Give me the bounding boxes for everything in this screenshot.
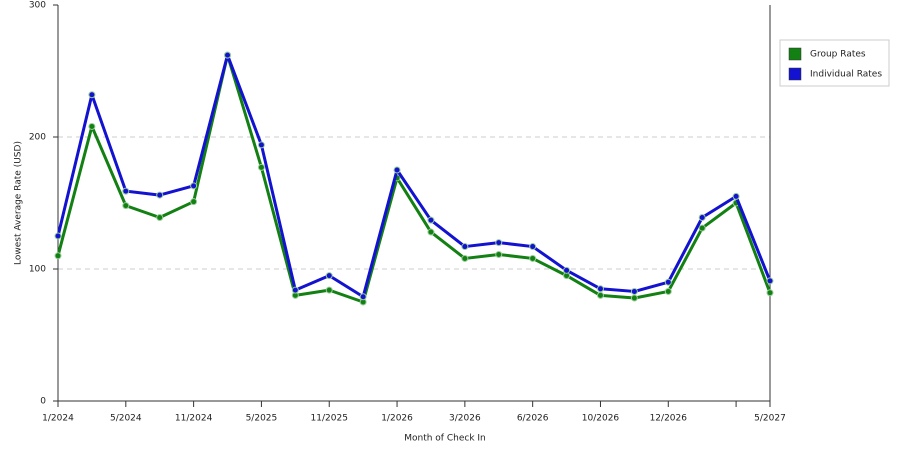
- data-point: [766, 277, 774, 285]
- x-tick-label: 10/2026: [582, 414, 620, 424]
- data-point: [325, 272, 333, 280]
- data-point: [461, 254, 469, 262]
- data-point: [529, 243, 537, 251]
- data-point: [529, 254, 537, 262]
- series-line: [56, 53, 772, 304]
- data-point: [563, 266, 571, 274]
- x-tick-label: 11/2024: [175, 414, 213, 424]
- data-point: [630, 287, 638, 295]
- legend-swatch: [788, 67, 802, 81]
- x-tick-label: 1/2024: [42, 414, 74, 424]
- data-point: [664, 287, 672, 295]
- y-tick-label: 100: [29, 265, 46, 275]
- data-point: [664, 278, 672, 286]
- x-tick-label: 6/2026: [517, 414, 549, 424]
- data-point: [122, 202, 130, 210]
- legend-label: Individual Rates: [810, 70, 882, 80]
- x-tick-label: 3/2026: [449, 414, 481, 424]
- data-point: [122, 187, 130, 195]
- data-point: [766, 289, 774, 297]
- x-tick-label: 1/2026: [381, 414, 413, 424]
- data-point: [698, 224, 706, 232]
- data-point: [596, 285, 604, 293]
- data-point: [630, 294, 638, 302]
- data-point: [393, 166, 401, 174]
- data-point: [427, 228, 435, 236]
- data-point: [88, 91, 96, 99]
- data-point: [495, 239, 503, 247]
- x-axis-label: Month of Check In: [404, 434, 486, 444]
- data-point: [596, 291, 604, 299]
- y-tick-label: 300: [29, 1, 46, 11]
- x-tick-label: 5/2027: [754, 414, 786, 424]
- x-tick-label: 12/2026: [650, 414, 688, 424]
- data-point: [495, 250, 503, 258]
- data-point: [359, 293, 367, 301]
- data-point: [190, 198, 198, 206]
- data-point: [190, 182, 198, 190]
- y-tick-label: 0: [40, 397, 46, 407]
- data-point: [224, 51, 232, 59]
- data-point: [156, 214, 164, 222]
- data-point: [257, 163, 265, 171]
- x-tick-label: 5/2025: [246, 414, 278, 424]
- data-point: [732, 192, 740, 200]
- data-point: [54, 232, 62, 240]
- x-tick-label: 11/2025: [311, 414, 348, 424]
- data-point: [156, 191, 164, 199]
- data-point: [698, 214, 706, 222]
- x-tick-label: 5/2024: [110, 414, 142, 424]
- y-tick-label: 200: [29, 133, 46, 143]
- data-point: [427, 216, 435, 224]
- legend-swatch: [788, 47, 802, 61]
- data-point: [257, 141, 265, 149]
- data-point: [54, 252, 62, 260]
- data-point: [325, 286, 333, 294]
- data-point: [461, 243, 469, 251]
- data-point: [88, 122, 96, 130]
- series-line: [56, 53, 772, 299]
- y-axis-label: Lowest Average Rate (USD): [14, 141, 24, 265]
- legend-label: Group Rates: [810, 50, 866, 60]
- data-point: [291, 286, 299, 294]
